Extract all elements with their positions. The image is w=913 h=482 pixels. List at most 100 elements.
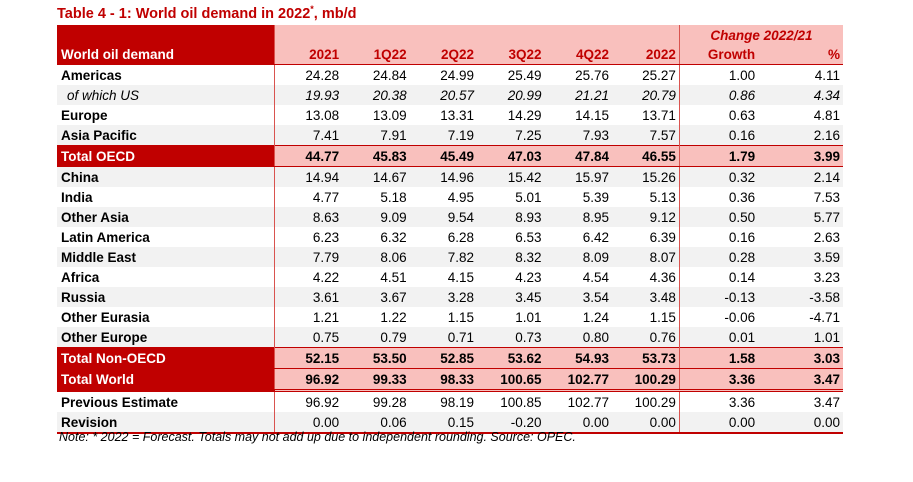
table-cell: 100.65: [477, 368, 545, 392]
table-cell: 7.79: [274, 247, 343, 267]
table-cell: 5.13: [649, 189, 676, 205]
row-label: Russia: [57, 287, 275, 307]
table-cell: 0.76: [611, 327, 680, 348]
table-cell: 20.79: [611, 85, 680, 105]
header-row-change: Change 2022/21: [57, 25, 843, 45]
table-cell: -3.58: [758, 287, 843, 307]
table-cell: 2.63: [813, 229, 840, 245]
table-cell: 4.95: [447, 189, 475, 205]
table-cell: 7.91: [342, 125, 410, 146]
table-cell: 7.82: [409, 247, 478, 267]
row-label: Africa: [61, 269, 100, 285]
table-cell: 4.81: [813, 107, 840, 123]
table-cell: 98.19: [440, 394, 475, 410]
table-cell: 13.08: [274, 105, 343, 125]
header-blank: [274, 25, 343, 45]
table-cell: 14.94: [274, 166, 343, 187]
table-row: China 14.94 14.67 14.96 15.42 15.97 15.26 0.32 2…: [57, 166, 843, 187]
table-row: Africa 4.22 4.51 4.15 4.23 4.54 4.36 0.14 3.23: [57, 267, 843, 287]
table-cell: 45.83: [342, 145, 410, 167]
row-label: Europe: [61, 107, 108, 123]
table-cell: 7.57: [611, 125, 680, 146]
table-cell: 3.45: [477, 287, 545, 307]
table-cell: 7.41: [274, 125, 343, 146]
row-label: of which US: [57, 85, 275, 105]
row-label: Asia Pacific: [57, 125, 275, 146]
table-cell: 0.16: [678, 125, 759, 146]
table-cell: 6.32: [380, 229, 407, 245]
table-cell: 0.00: [274, 412, 343, 434]
table-cell: 21.21: [544, 85, 612, 105]
table-cell: 4.23: [515, 269, 542, 285]
table-cell: -0.06: [678, 307, 759, 327]
table-cell: 99.33: [342, 368, 410, 392]
table-cell: 53.50: [342, 347, 410, 369]
table-cell: 0.06: [342, 412, 410, 434]
table-cell: 7.25: [477, 125, 545, 146]
table-cell: 3.99: [758, 145, 843, 167]
table-title: Table 4 - 1: World oil demand in 2022*, …: [57, 4, 357, 22]
table-cell: 3.28: [409, 287, 478, 307]
table-cell: -0.20: [477, 412, 545, 434]
table-cell: 14.67: [342, 166, 410, 187]
table-cell: 25.27: [642, 67, 676, 83]
table-cell: 0.28: [678, 247, 759, 267]
table-row: Latin America 6.23 6.32 6.28 6.53 6.42 6.39 0.1…: [57, 227, 843, 247]
table-cell: 1.01: [515, 309, 542, 325]
table-cell: 4.77: [274, 187, 343, 207]
table-cell: 96.92: [274, 390, 343, 412]
table-cell: 5.18: [380, 189, 407, 205]
table-cell: 46.55: [611, 145, 680, 167]
table-cell: 54.93: [544, 347, 612, 369]
header-blank: [409, 25, 478, 45]
column-header: 2021: [274, 45, 343, 65]
table-cell: 13.31: [440, 107, 475, 123]
table-cell: 8.93: [477, 207, 545, 227]
oil-demand-table: Change 2022/21 World oil demand 2021 1Q2…: [57, 25, 843, 434]
table-cell: 25.49: [507, 67, 542, 83]
table-cell: 24.99: [440, 67, 475, 83]
table-cell: 0.50: [678, 207, 759, 227]
table-cell: 0.73: [477, 327, 545, 348]
table-cell: 1.21: [274, 307, 343, 327]
column-header: 3Q22: [477, 45, 545, 65]
table-cell: 25.76: [575, 67, 609, 83]
table-cell: 45.49: [409, 145, 478, 167]
table-row: Revision 0.00 0.06 0.15 -0.20 0.00 0.00 0.00 0.0…: [57, 412, 843, 434]
table-cell: -0.13: [678, 287, 759, 307]
row-label: India: [61, 189, 93, 205]
table-cell: 9.09: [342, 207, 410, 227]
table-cell: 0.16: [678, 227, 759, 247]
table-cell: 0.15: [409, 412, 478, 434]
table-cell: 3.36: [678, 390, 759, 412]
table-cell: 9.54: [409, 207, 478, 227]
table-row: Other Asia 8.63 9.09 9.54 8.93 8.95 9.12 0.50 5.…: [57, 207, 843, 227]
table-cell: 98.33: [409, 368, 478, 392]
table-cell: 100.29: [634, 394, 676, 410]
table-row: Europe 13.08 13.09 13.31 14.29 14.15 13.71 0.63…: [57, 105, 843, 125]
column-header: Growth: [678, 45, 759, 65]
table-cell: 3.48: [611, 287, 680, 307]
row-label: China: [57, 166, 275, 187]
title-units: , mb/d: [313, 5, 357, 22]
table-cell: 6.39: [649, 229, 676, 245]
header-blank: [342, 25, 410, 45]
header-blank: [544, 25, 612, 45]
table-cell: 4.36: [649, 269, 676, 285]
table-cell: 3.03: [758, 347, 843, 369]
table-cell: 8.95: [544, 207, 612, 227]
table-cell: 47.84: [544, 145, 612, 167]
table-row: Other Europe 0.75 0.79 0.71 0.73 0.80 0.76 0.01…: [57, 327, 843, 348]
table-cell: 0.00: [544, 412, 612, 434]
table-cell: 7.19: [409, 125, 478, 146]
table-cell: 4.11: [814, 67, 840, 83]
table-cell: 3.67: [342, 287, 410, 307]
table-cell: 0.00: [611, 412, 680, 434]
table-cell: 20.38: [342, 85, 410, 105]
table-cell: 0.75: [274, 327, 343, 348]
table-cell: 15.26: [611, 166, 680, 187]
table-cell: 0.32: [678, 166, 759, 187]
table-cell: 2.14: [758, 166, 843, 187]
table-cell: 0.01: [678, 327, 759, 348]
table-cell: 4.54: [582, 269, 609, 285]
